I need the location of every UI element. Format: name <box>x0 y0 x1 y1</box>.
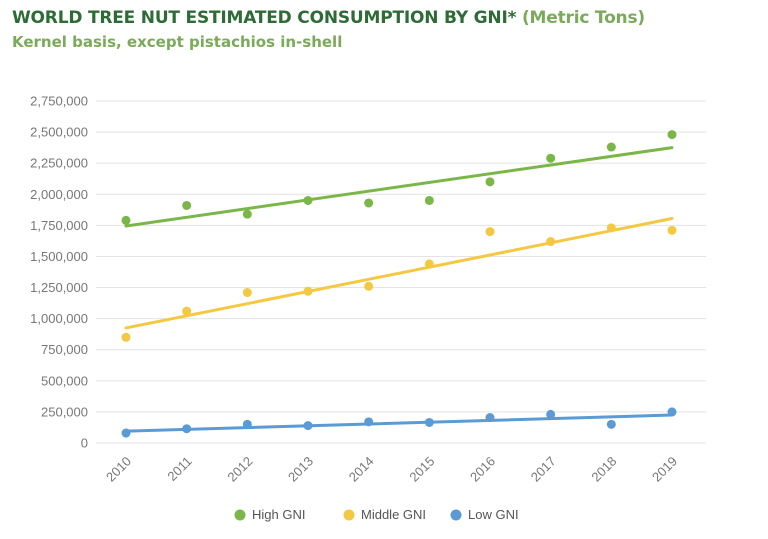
y-tick-label: 1,250,000 <box>30 280 88 295</box>
middle-gni-trendline <box>124 217 674 330</box>
chart-title: WORLD TREE NUT ESTIMATED CONSUMPTION BY … <box>12 8 645 28</box>
low-gni-point <box>667 407 677 417</box>
middle-gni-point <box>546 237 556 247</box>
x-tick-label: 2011 <box>164 454 194 484</box>
chart-title-main: WORLD TREE NUT ESTIMATED CONSUMPTION BY … <box>12 8 517 28</box>
y-tick-label: 2,000,000 <box>30 187 88 202</box>
legend-label-middle-gni: Middle GNI <box>361 507 426 522</box>
y-tick-label: 750,000 <box>41 342 88 357</box>
high-gni-point <box>485 177 495 187</box>
low-gni-point <box>121 428 131 438</box>
high-gni-point <box>606 142 616 152</box>
legend-label-low-gni: Low GNI <box>468 507 519 522</box>
low-gni-point <box>546 409 556 419</box>
low-gni-point <box>364 417 374 427</box>
middle-gni-point <box>121 332 131 342</box>
middle-gni-point <box>364 281 374 291</box>
high-gni-point <box>303 195 313 205</box>
high-gni-point <box>424 195 434 205</box>
x-tick-label: 2019 <box>649 454 680 485</box>
legend-marker-low-gni <box>450 509 462 521</box>
high-gni-point <box>242 209 252 219</box>
low-gni-point <box>606 419 616 429</box>
x-tick-label: 2012 <box>224 454 255 485</box>
middle-gni-point <box>303 286 313 296</box>
low-gni-point <box>303 421 313 431</box>
y-tick-label: 2,750,000 <box>30 94 88 109</box>
y-tick-label: 1,500,000 <box>30 249 88 264</box>
y-tick-label: 0 <box>81 436 88 451</box>
legend-marker-middle-gni <box>343 509 355 521</box>
high-gni-trendline <box>124 146 674 228</box>
middle-gni-point <box>242 288 252 298</box>
middle-gni-point <box>667 225 677 235</box>
legend-label-high-gni: High GNI <box>252 507 305 522</box>
high-gni-point <box>364 198 374 208</box>
x-tick-label: 2014 <box>346 454 377 485</box>
high-gni-point <box>667 130 677 140</box>
x-tick-label: 2018 <box>588 454 619 485</box>
y-tick-label: 2,500,000 <box>30 125 88 140</box>
legend-marker-high-gni <box>234 509 246 521</box>
y-tick-label: 500,000 <box>41 373 88 388</box>
x-tick-label: 2017 <box>528 454 559 485</box>
middle-gni-point <box>485 227 495 237</box>
high-gni-point <box>121 215 131 225</box>
y-tick-label: 1,000,000 <box>30 311 88 326</box>
middle-gni-point <box>182 306 192 316</box>
middle-gni-point <box>424 259 434 269</box>
x-tick-label: 2013 <box>285 454 316 485</box>
high-gni-point <box>546 153 556 163</box>
low-gni-trendline <box>124 413 674 433</box>
chart-title-unit: (Metric Tons) <box>521 8 645 28</box>
low-gni-point <box>182 424 192 434</box>
y-tick-label: 2,250,000 <box>30 156 88 171</box>
low-gni-point <box>424 417 434 427</box>
low-gni-point <box>242 419 252 429</box>
high-gni-point <box>182 200 192 210</box>
x-tick-label: 2016 <box>467 454 498 485</box>
y-tick-label: 1,750,000 <box>30 218 88 233</box>
y-tick-label: 250,000 <box>41 404 88 419</box>
middle-gni-point <box>606 223 616 233</box>
chart-subtitle: Kernel basis, except pistachios in-shell <box>12 33 343 51</box>
x-tick-label: 2010 <box>103 454 134 485</box>
x-tick-label: 2015 <box>406 454 437 485</box>
low-gni-point <box>485 413 495 423</box>
